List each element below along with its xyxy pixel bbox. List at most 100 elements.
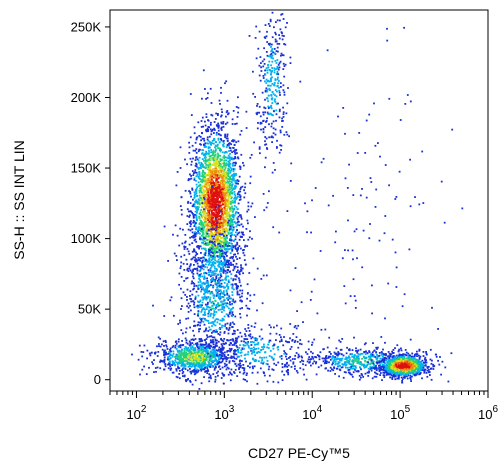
data-point bbox=[201, 275, 204, 278]
data-point bbox=[279, 60, 282, 63]
data-point bbox=[215, 209, 218, 211]
data-point bbox=[227, 248, 230, 251]
data-point bbox=[271, 114, 273, 116]
data-point bbox=[213, 186, 216, 188]
data-point bbox=[256, 309, 258, 312]
data-point bbox=[256, 111, 259, 114]
data-point bbox=[329, 358, 332, 361]
data-point bbox=[211, 365, 214, 367]
data-point bbox=[159, 337, 161, 340]
data-point bbox=[282, 120, 284, 122]
data-point bbox=[202, 256, 205, 259]
data-point bbox=[255, 57, 258, 60]
data-point bbox=[271, 36, 274, 39]
data-point bbox=[348, 356, 351, 359]
data-point bbox=[284, 63, 287, 66]
data-point bbox=[210, 149, 213, 151]
data-point bbox=[209, 339, 212, 342]
data-point bbox=[229, 228, 231, 231]
data-point bbox=[241, 236, 243, 238]
data-point bbox=[194, 370, 197, 373]
data-point bbox=[200, 215, 203, 218]
data-point bbox=[280, 54, 282, 57]
data-point bbox=[206, 297, 208, 300]
data-point bbox=[258, 148, 261, 150]
data-point bbox=[208, 322, 210, 324]
data-point bbox=[197, 294, 200, 297]
data-point bbox=[287, 87, 289, 89]
data-point bbox=[212, 242, 214, 244]
data-point bbox=[236, 258, 239, 260]
data-point bbox=[175, 342, 178, 345]
data-point bbox=[204, 142, 207, 145]
data-point bbox=[303, 373, 305, 376]
data-point bbox=[166, 358, 169, 361]
data-point bbox=[208, 362, 210, 364]
data-point bbox=[222, 348, 224, 351]
data-point bbox=[206, 282, 208, 285]
data-point bbox=[281, 13, 284, 15]
data-point bbox=[234, 164, 236, 167]
data-point bbox=[222, 121, 225, 123]
data-point bbox=[152, 304, 154, 307]
data-point bbox=[227, 269, 229, 271]
data-point bbox=[213, 170, 216, 173]
data-point bbox=[181, 369, 184, 371]
data-point bbox=[268, 365, 271, 368]
data-point bbox=[274, 169, 276, 171]
data-point bbox=[211, 356, 214, 358]
data-point bbox=[207, 306, 210, 308]
data-point bbox=[186, 263, 189, 265]
data-point bbox=[302, 321, 304, 323]
data-point bbox=[210, 237, 212, 240]
data-point bbox=[196, 324, 199, 327]
data-point bbox=[215, 204, 217, 207]
data-point bbox=[228, 281, 231, 284]
data-point bbox=[236, 233, 239, 236]
data-point bbox=[148, 366, 150, 369]
data-point bbox=[183, 348, 186, 350]
data-point bbox=[283, 91, 286, 94]
data-point bbox=[217, 318, 220, 321]
data-point bbox=[170, 350, 172, 353]
data-point bbox=[242, 225, 244, 228]
data-point bbox=[248, 330, 251, 332]
data-point bbox=[221, 372, 224, 375]
data-point bbox=[208, 219, 210, 222]
data-point bbox=[271, 48, 274, 50]
data-point bbox=[247, 365, 249, 367]
data-point bbox=[216, 360, 219, 362]
data-point bbox=[218, 133, 221, 136]
data-point bbox=[218, 277, 221, 279]
data-point bbox=[177, 350, 179, 353]
data-point bbox=[223, 186, 225, 189]
data-point bbox=[229, 379, 232, 382]
data-point bbox=[190, 372, 193, 375]
data-point bbox=[215, 331, 217, 333]
data-point bbox=[224, 323, 227, 326]
data-point bbox=[189, 353, 192, 355]
data-point bbox=[274, 133, 277, 136]
data-point bbox=[280, 336, 282, 339]
data-point bbox=[213, 368, 216, 371]
data-point bbox=[209, 158, 212, 161]
data-point bbox=[217, 170, 220, 173]
data-point bbox=[191, 360, 193, 362]
data-point bbox=[236, 375, 239, 377]
data-point bbox=[213, 127, 216, 130]
data-point bbox=[216, 173, 219, 176]
data-point bbox=[200, 285, 202, 288]
data-point bbox=[211, 348, 214, 351]
data-point bbox=[262, 113, 265, 116]
data-point bbox=[231, 163, 234, 165]
data-point bbox=[208, 189, 211, 192]
data-point bbox=[214, 215, 216, 217]
data-point bbox=[277, 348, 280, 351]
data-point bbox=[205, 280, 208, 283]
data-point bbox=[252, 70, 254, 73]
data-point bbox=[227, 189, 230, 191]
data-point bbox=[221, 324, 224, 327]
data-point bbox=[161, 360, 164, 363]
data-point bbox=[274, 128, 277, 131]
